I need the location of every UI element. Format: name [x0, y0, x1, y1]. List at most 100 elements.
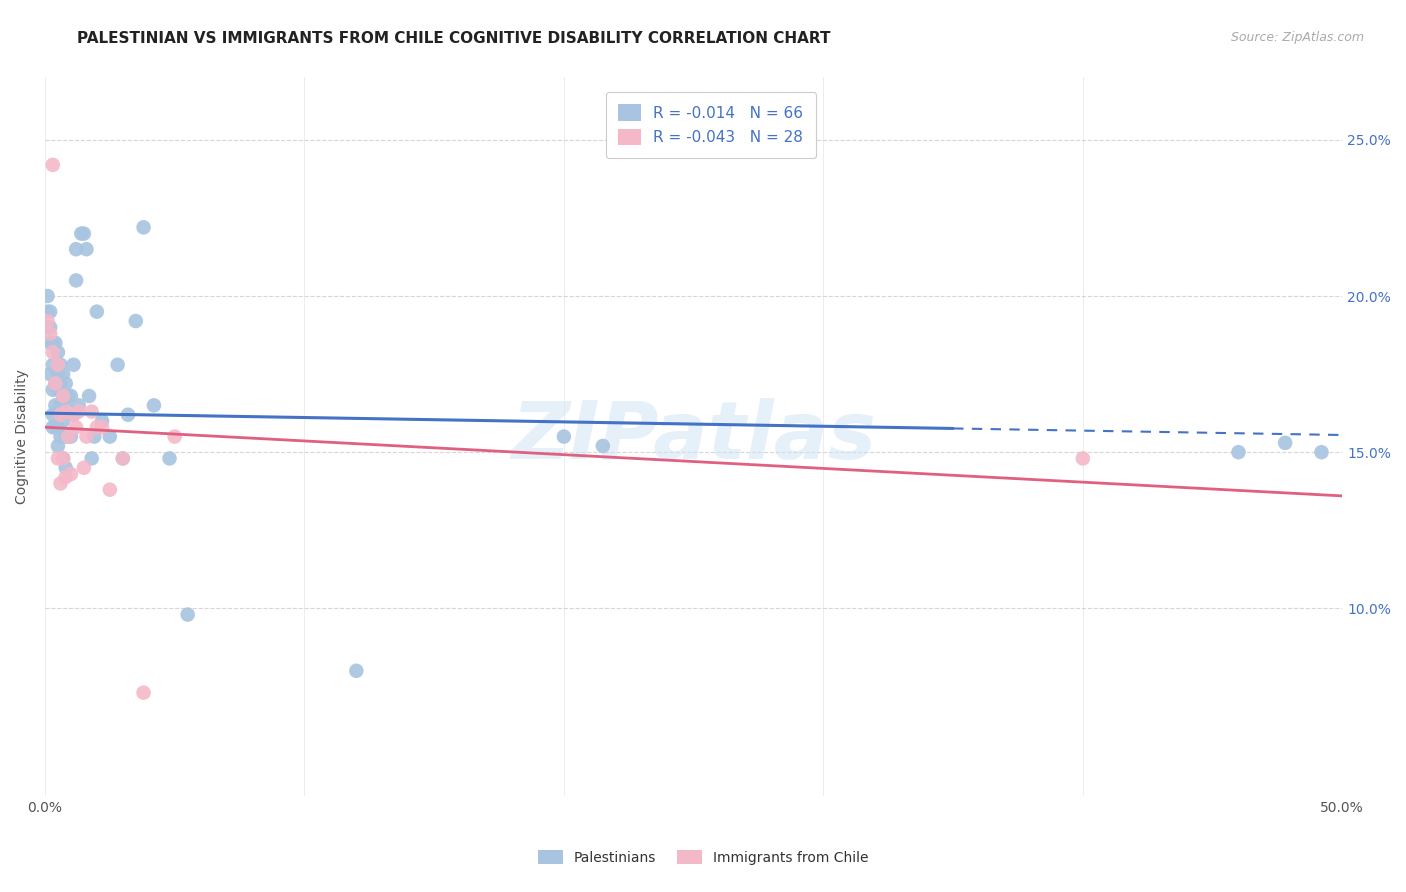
- Point: [39, 335, 62, 350]
- Point: [176, 607, 198, 622]
- Point: [52, 414, 75, 428]
- Point: [142, 398, 165, 412]
- Point: [46, 367, 69, 381]
- Point: [42, 158, 65, 172]
- Point: [59, 429, 82, 443]
- Legend: Palestinians, Immigrants from Chile: Palestinians, Immigrants from Chile: [530, 843, 876, 871]
- Point: [1227, 445, 1250, 459]
- Point: [46, 420, 69, 434]
- Point: [55, 398, 77, 412]
- Point: [67, 398, 90, 412]
- Point: [46, 439, 69, 453]
- Point: [86, 304, 108, 318]
- Text: Source: ZipAtlas.com: Source: ZipAtlas.com: [1230, 31, 1364, 45]
- Point: [58, 429, 80, 443]
- Point: [37, 289, 59, 303]
- Point: [1274, 435, 1296, 450]
- Point: [91, 414, 114, 428]
- Point: [62, 358, 84, 372]
- Point: [98, 429, 121, 443]
- Point: [62, 408, 84, 422]
- Point: [46, 358, 69, 372]
- Point: [55, 460, 77, 475]
- Text: ZIPatlas: ZIPatlas: [512, 398, 876, 475]
- Point: [80, 451, 103, 466]
- Point: [159, 451, 181, 466]
- Text: PALESTINIAN VS IMMIGRANTS FROM CHILE COGNITIVE DISABILITY CORRELATION CHART: PALESTINIAN VS IMMIGRANTS FROM CHILE COG…: [77, 31, 831, 46]
- Point: [49, 408, 72, 422]
- Point: [98, 483, 121, 497]
- Point: [344, 664, 367, 678]
- Point: [44, 398, 66, 412]
- Point: [42, 345, 65, 359]
- Point: [1071, 451, 1094, 466]
- Point: [49, 429, 72, 443]
- Point: [592, 439, 614, 453]
- Point: [1310, 445, 1333, 459]
- Point: [46, 404, 69, 418]
- Point: [52, 389, 75, 403]
- Point: [42, 335, 65, 350]
- Point: [77, 389, 100, 403]
- Point: [111, 451, 134, 466]
- Point: [55, 470, 77, 484]
- Point: [73, 460, 96, 475]
- Point: [42, 383, 65, 397]
- Point: [111, 451, 134, 466]
- Point: [39, 304, 62, 318]
- Point: [42, 420, 65, 434]
- Point: [125, 314, 148, 328]
- Point: [132, 686, 155, 700]
- Point: [52, 389, 75, 403]
- Point: [49, 476, 72, 491]
- Point: [70, 227, 93, 241]
- Point: [67, 404, 90, 418]
- Point: [52, 367, 75, 381]
- Point: [42, 408, 65, 422]
- Point: [163, 429, 186, 443]
- Point: [86, 420, 108, 434]
- Legend: R = -0.014   N = 66, R = -0.043   N = 28: R = -0.014 N = 66, R = -0.043 N = 28: [606, 92, 815, 158]
- Point: [46, 383, 69, 397]
- Point: [65, 273, 87, 287]
- Point: [76, 242, 98, 256]
- Point: [117, 408, 139, 422]
- Point: [553, 429, 575, 443]
- Point: [76, 429, 98, 443]
- Point: [42, 358, 65, 372]
- Point: [73, 227, 96, 241]
- Point: [91, 420, 114, 434]
- Point: [37, 314, 59, 328]
- Point: [55, 376, 77, 391]
- Point: [62, 408, 84, 422]
- Point: [132, 220, 155, 235]
- Point: [107, 358, 129, 372]
- Point: [65, 420, 87, 434]
- Point: [65, 242, 87, 256]
- Point: [49, 358, 72, 372]
- Point: [39, 326, 62, 341]
- Point: [59, 467, 82, 481]
- Y-axis label: Cognitive Disability: Cognitive Disability: [15, 369, 30, 504]
- Point: [49, 376, 72, 391]
- Point: [44, 420, 66, 434]
- Point: [44, 335, 66, 350]
- Point: [52, 451, 75, 466]
- Point: [80, 404, 103, 418]
- Point: [46, 451, 69, 466]
- Point: [52, 451, 75, 466]
- Point: [39, 320, 62, 334]
- Point: [37, 320, 59, 334]
- Point: [37, 304, 59, 318]
- Point: [83, 429, 105, 443]
- Point: [44, 376, 66, 391]
- Point: [46, 345, 69, 359]
- Point: [55, 429, 77, 443]
- Point: [58, 389, 80, 403]
- Point: [55, 404, 77, 418]
- Point: [39, 367, 62, 381]
- Point: [44, 376, 66, 391]
- Point: [58, 429, 80, 443]
- Point: [59, 389, 82, 403]
- Point: [49, 398, 72, 412]
